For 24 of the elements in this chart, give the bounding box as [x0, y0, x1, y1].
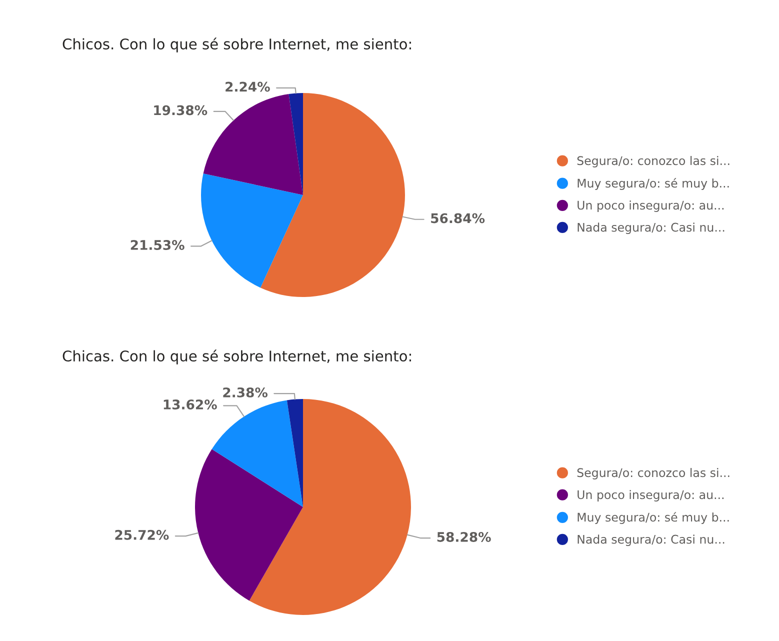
legend-label: Segura/o: conozco las si...: [577, 468, 730, 480]
data-label: 2.38%: [223, 387, 268, 398]
pie-slice: [201, 174, 303, 288]
data-label: 2.24%: [226, 82, 270, 92]
legend-label: Segura/o: conozco las si...: [577, 156, 730, 168]
legend-label: Un poco insegura/o: au...: [578, 200, 724, 212]
data-label: 56.84%: [431, 213, 485, 224]
pie-slice: [288, 93, 303, 195]
pie-slice: [195, 449, 303, 601]
pie-slice: [260, 93, 405, 297]
legend-label: Nada segura/o: Casi nu...: [578, 534, 724, 546]
chart-title: Chicas. Con lo que sé sobre Internet, me siento:: [62, 350, 411, 364]
data-label: 13.62%: [164, 400, 217, 410]
pie-slice: [249, 399, 411, 615]
pie-slice: [286, 399, 303, 507]
chart-title: Chicos. Con lo que sé sobre Internet, me siento:: [62, 38, 411, 52]
data-label: 58.28%: [437, 532, 491, 542]
legend-label: Nada segura/o: Casi nu...: [578, 222, 724, 234]
data-label: 19.38%: [154, 105, 208, 116]
legend-label: Muy segura/o: sé muy b...: [578, 512, 729, 524]
data-label: 21.53%: [130, 240, 184, 250]
legend-label: Un poco insegura/o: au...: [578, 490, 724, 502]
data-label: 25.72%: [115, 530, 169, 540]
legend-label: Muy segura/o: sé muy b...: [578, 178, 729, 190]
